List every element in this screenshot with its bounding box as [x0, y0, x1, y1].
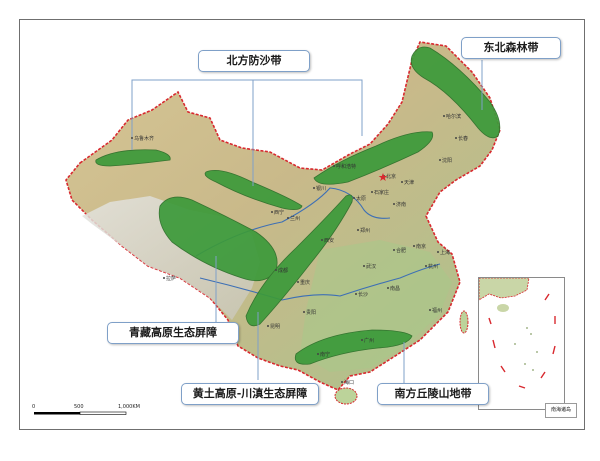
beijing-star	[378, 173, 388, 181]
city-label-guiyang: 贵阳	[306, 309, 316, 316]
city-dot-kunming	[267, 325, 269, 327]
city-label-nanjing: 南京	[416, 243, 426, 250]
city-dot-shanghai	[437, 251, 439, 253]
north-sand-band-west	[95, 149, 171, 167]
city-label-haikou: 海口	[344, 379, 354, 386]
city-label-wuhan: 武汉	[366, 263, 376, 270]
city-dot-guangzhou	[361, 339, 363, 341]
city-label-shijiazhuang: 石家庄	[374, 189, 389, 196]
scale-label-zero: 0	[32, 404, 36, 410]
city-dot-taiyuan	[353, 197, 355, 199]
scale-label-mid: 500	[74, 404, 84, 410]
city-dot-haikou	[341, 381, 343, 383]
city-dot-tianjin	[401, 181, 403, 183]
city-label-chongqing: 重庆	[300, 279, 310, 286]
city-label-nanning: 南宁	[320, 351, 330, 358]
city-label-chengdu: 成都	[278, 267, 288, 274]
city-dot-nanchang	[387, 287, 389, 289]
inset-islands	[514, 327, 538, 371]
city-dot-nanning	[317, 353, 319, 355]
north-sand-band-mid	[204, 169, 303, 210]
city-dot-shenyang	[439, 159, 441, 161]
city-dot-chongqing	[297, 281, 299, 283]
city-dot-lanzhou	[287, 217, 289, 219]
city-dot-nanjing	[413, 245, 415, 247]
city-label-hangzhou: 杭州	[428, 263, 438, 270]
city-label-hefei: 合肥	[396, 247, 406, 254]
city-dot-changsha	[355, 293, 357, 295]
city-dot-xian	[321, 239, 323, 241]
map-frame: 乌鲁木齐 哈尔滨长春沈阳呼和浩特北京天津石家庄太原济南 银川西宁 兰州西安 郑州成都重庆…	[19, 19, 585, 430]
city-label-nanchang: 南昌	[390, 285, 400, 292]
city-dot-harbin	[443, 115, 445, 117]
city-label-shanghai: 上海	[440, 249, 450, 256]
city-dot-xining	[271, 211, 273, 213]
leader-north-sand	[131, 79, 363, 150]
south-hills-band	[294, 329, 413, 365]
city-label-zhengzhou: 郑州	[360, 227, 370, 234]
city-label-changchun: 长春	[458, 135, 468, 142]
city-label-urumqi: 乌鲁木齐	[134, 135, 154, 142]
barrier-bands	[95, 46, 501, 365]
city-dot-shijiazhuang	[371, 191, 373, 193]
yangtze-river	[199, 263, 441, 301]
city-label-shenyang: 沈阳	[442, 157, 452, 164]
south-china-sea-inset	[478, 277, 565, 410]
inset-map	[478, 277, 556, 389]
city-dot-yinchuan	[313, 187, 315, 189]
city-label-xian: 西安	[324, 237, 334, 244]
city-dot-changchun	[455, 137, 457, 139]
city-label-yinchuan: 银川	[316, 185, 326, 192]
city-label-lanzhou: 兰州	[290, 215, 300, 222]
scale-bar	[34, 411, 127, 415]
loess-sichuan-band	[245, 194, 353, 327]
city-dot-hohhot	[333, 165, 335, 167]
callout-north-sand: 北方防沙带	[198, 50, 310, 72]
city-dot-zhengzhou	[357, 229, 359, 231]
city-dot-chengdu	[275, 269, 277, 271]
city-label-taiyuan: 太原	[356, 195, 366, 202]
nine-dash-line	[488, 293, 556, 389]
taiwan-island	[459, 310, 469, 334]
city-dot-hefei	[393, 249, 395, 251]
city-label-xining: 西宁	[274, 209, 284, 216]
callout-northeast-forest: 东北森林带	[461, 37, 561, 59]
city-dot-guiyang	[303, 311, 305, 313]
hainan-island	[334, 387, 358, 405]
city-dot-wuhan	[363, 265, 365, 267]
callout-south-hills: 南方丘陵山地带	[377, 383, 489, 405]
city-label-lhasa: 拉萨	[166, 275, 176, 282]
north-sand-band-east	[313, 131, 434, 185]
callout-qinghai-tibet: 青藏高原生态屏障	[107, 322, 239, 344]
city-dot-hangzhou	[425, 265, 427, 267]
callout-leaders	[131, 60, 483, 384]
city-label-guangzhou: 广州	[364, 337, 374, 344]
city-label-tianjin: 天津	[404, 179, 414, 186]
inset-label: 南海诸岛	[545, 403, 577, 418]
city-dot-fuzhou	[429, 309, 431, 311]
city-label-harbin: 哈尔滨	[446, 113, 461, 120]
city-dot-urumqi	[131, 137, 133, 139]
city-label-beijing: 北京	[386, 173, 396, 180]
city-label-fuzhou: 福州	[432, 307, 442, 314]
city-label-jinan: 济南	[396, 201, 406, 208]
city-dot-lhasa	[163, 277, 165, 279]
callout-loess-sichuan: 黄土高原-川滇生态屏障	[181, 383, 319, 405]
city-label-hohhot: 呼和浩特	[336, 163, 356, 170]
city-dot-jinan	[393, 203, 395, 205]
scale-label-end: 1,000KM	[118, 404, 140, 410]
northeast-forest-band	[410, 46, 501, 139]
city-label-kunming: 昆明	[270, 324, 280, 330]
city-label-changsha: 长沙	[358, 291, 368, 298]
